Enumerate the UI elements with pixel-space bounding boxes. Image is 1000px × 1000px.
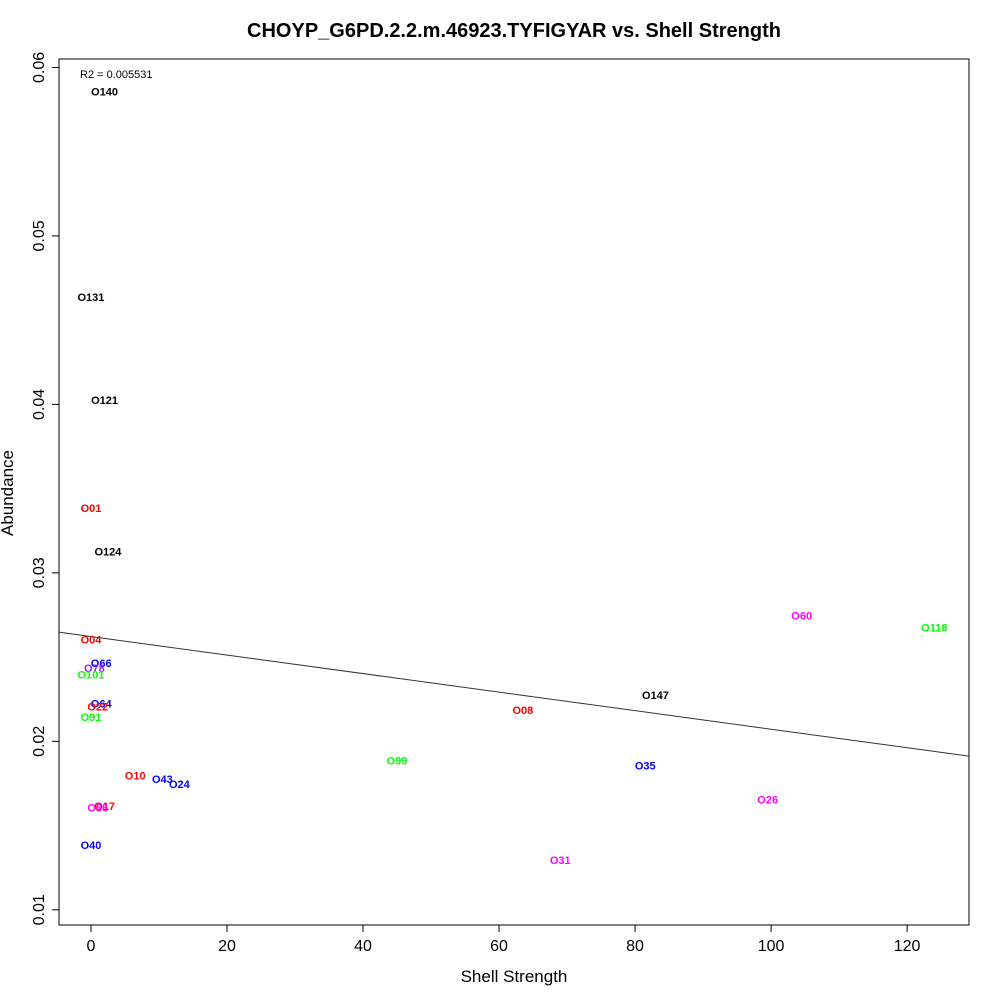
trendline-group (58, 631, 970, 757)
y-tick-label: 0.06 (31, 52, 48, 83)
point-label: O99 (387, 756, 408, 768)
point-label: O131 (78, 292, 105, 304)
y-tick-label: 0.02 (31, 726, 48, 757)
point-label: O04 (81, 634, 103, 646)
point-label: O17 (94, 801, 115, 813)
x-tick-label: 100 (758, 938, 785, 955)
y-tick-label: 0.03 (31, 557, 48, 588)
point-labels-group: O140O131O121O01O124O04O66O78O101O64O22O9… (78, 87, 948, 867)
x-tick-label: 120 (894, 938, 921, 955)
point-label: O66 (91, 658, 112, 670)
point-label: O124 (95, 547, 123, 559)
x-tick-label: 80 (626, 938, 644, 955)
y-tick-label: 0.01 (31, 894, 48, 925)
point-label: O118 (921, 622, 947, 634)
point-label: O91 (81, 712, 102, 724)
point-label: O140 (91, 87, 118, 99)
y-axis: 0.01 0.02 0.03 0.04 0.05 0.06 (31, 52, 60, 925)
plot-frame (58, 58, 970, 926)
point-label: O60 (791, 611, 812, 623)
y-tick-label: 0.04 (31, 389, 48, 420)
point-label: O01 (81, 503, 102, 515)
y-axis-label: Abundance (0, 450, 17, 536)
y-tick-label: 0.05 (31, 220, 48, 251)
point-label: O24 (169, 779, 191, 791)
regression-line (58, 631, 970, 757)
x-axis: 0 20 40 60 80 100 120 (87, 924, 921, 955)
point-label: O78 (84, 663, 105, 675)
x-tick-label: 20 (218, 938, 236, 955)
x-tick-label: 60 (490, 938, 508, 955)
point-label: O26 (757, 794, 778, 806)
chart-title: CHOYP_G6PD.2.2.m.46923.TYFIGYAR vs. Shel… (247, 20, 781, 42)
point-label: O10 (125, 771, 146, 783)
point-label: O22 (87, 702, 108, 714)
point-label: O43 (152, 774, 173, 786)
x-axis-label: Shell Strength (461, 967, 568, 986)
point-label: O121 (91, 395, 118, 407)
point-label: O40 (81, 840, 102, 852)
point-label: O56 (87, 803, 108, 815)
point-label: O64 (91, 698, 113, 710)
x-tick-label: 40 (354, 938, 372, 955)
point-label: O101 (78, 670, 105, 682)
point-label: O08 (512, 705, 533, 717)
point-label: O35 (635, 761, 656, 773)
point-label: O147 (642, 690, 669, 702)
x-tick-label: 0 (87, 938, 96, 955)
r2-annotation: R2 = 0.005531 (80, 69, 152, 81)
point-label: O31 (550, 855, 571, 867)
